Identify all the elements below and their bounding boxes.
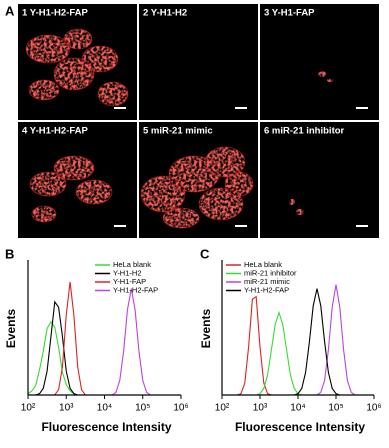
cell [26, 35, 70, 63]
x-tick-label: 10⁶ [366, 403, 381, 414]
cell-signal [30, 156, 112, 222]
cell-signal [318, 71, 333, 82]
image-background [260, 4, 379, 120]
x-tick-label: 10⁵ [328, 403, 343, 414]
cell-outline [31, 205, 57, 223]
legend-label: miR-21 inhibitor [244, 268, 297, 277]
cell [76, 180, 112, 204]
cell-outline [198, 187, 244, 221]
cell [296, 209, 304, 215]
micrograph: 5 miR-21 mimic [139, 122, 258, 238]
panel-label: B [5, 246, 14, 261]
image-label: 1 Y-H1-H2-FAP [22, 8, 88, 19]
image-label: 6 miR-21 inhibitor [264, 126, 345, 137]
cell [29, 80, 59, 100]
cell [54, 58, 94, 90]
cell [98, 82, 128, 106]
cell-outline [140, 175, 186, 213]
image-label: 5 miR-21 mimic [143, 126, 213, 137]
cell-outline [97, 81, 129, 107]
cell-outline [29, 171, 67, 197]
y-axis-title: Events [4, 309, 18, 349]
x-tick-label: 10⁵ [135, 403, 150, 414]
cell-outline [25, 34, 71, 64]
cell [64, 29, 92, 49]
x-tick-label: 10³ [59, 403, 74, 414]
panel-label: A [5, 3, 15, 18]
cell-signal [141, 147, 253, 228]
micrograph: 2 Y-H1-H2 [139, 4, 258, 120]
legend-label: miR-21 mimic [244, 277, 290, 286]
image-label: 3 Y-H1-FAP [264, 8, 315, 19]
cell-signal [26, 29, 128, 106]
image-label: 4 Y-H1-H2-FAP [22, 126, 88, 137]
cell [289, 199, 295, 205]
image-background [139, 4, 258, 120]
cell [54, 156, 94, 180]
y-axis-title: Events [199, 309, 213, 349]
x-tick-label: 10⁶ [173, 403, 188, 414]
legend-label: HeLa blank [244, 260, 282, 269]
legend-label: Y-H1-H2 [113, 268, 141, 277]
cell [163, 208, 199, 228]
micrograph: 1 Y-H1-H2-FAP [18, 4, 137, 120]
cell [199, 188, 243, 220]
cell-outline [81, 45, 119, 73]
cell-outline [53, 57, 95, 91]
image-background [260, 122, 379, 238]
x-axis-title: Fluorescence Intensity [41, 420, 171, 434]
legend-label: HeLa blank [113, 260, 151, 269]
cell-outline [162, 207, 200, 229]
x-tick-label: 10⁴ [97, 403, 112, 414]
cell [327, 78, 333, 82]
histogram-line [222, 295, 374, 396]
x-tick-label: 10² [215, 403, 230, 414]
cell-outline [224, 171, 254, 197]
micrograph: 6 miR-21 inhibitor [260, 122, 379, 238]
cell-outline [28, 79, 60, 101]
cell-outline [63, 28, 93, 50]
cell-outline [75, 179, 113, 205]
panel-label: C [200, 246, 210, 261]
legend-label: Y-H1-H2-FAP [244, 285, 289, 294]
cell-outline [204, 146, 246, 178]
cell-outline [53, 155, 95, 181]
x-tick-label: 10² [21, 403, 36, 414]
x-tick-label: 10⁴ [290, 403, 305, 414]
legend-label: Y-H1-FAP [113, 277, 146, 286]
x-axis-title: Fluorescence Intensity [235, 420, 365, 434]
legend-label: Y-H1-H2-FAP [113, 285, 158, 294]
cell [30, 172, 66, 196]
cell-outline [168, 155, 220, 193]
micrograph: 3 Y-H1-FAP [260, 4, 379, 120]
histogram-line [28, 288, 181, 396]
micrograph: 4 Y-H1-H2-FAP [18, 122, 137, 238]
histogram-line [28, 300, 181, 396]
cell-signal [289, 199, 304, 215]
x-tick-label: 10³ [253, 403, 268, 414]
cell [318, 71, 326, 77]
cell [205, 147, 245, 177]
image-label: 2 Y-H1-H2 [143, 8, 187, 19]
cell [32, 206, 56, 222]
